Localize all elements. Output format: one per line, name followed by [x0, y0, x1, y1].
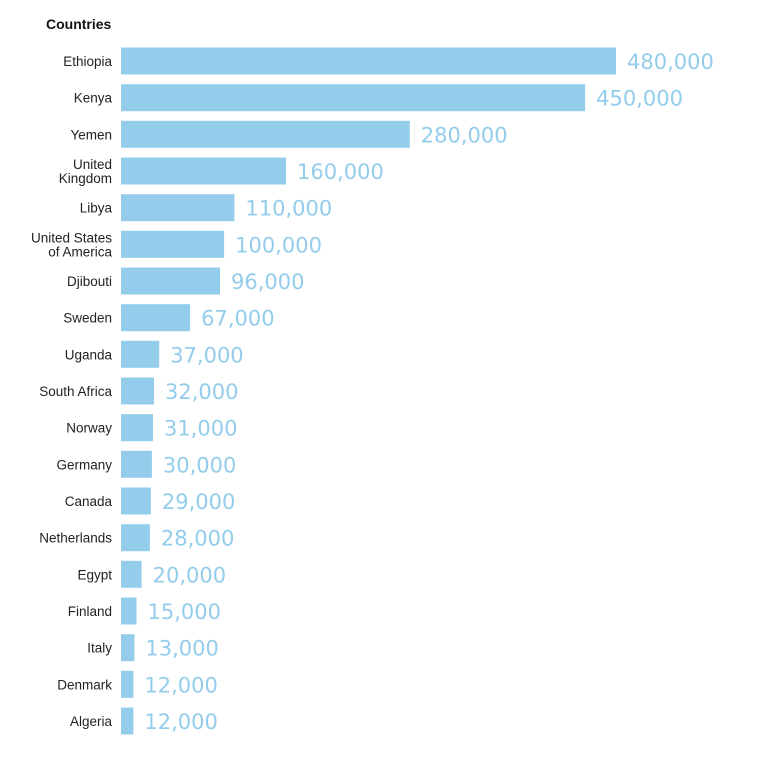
category-label: Finland: [68, 604, 112, 619]
value-label: 480,000: [627, 50, 714, 74]
value-label: 15,000: [148, 600, 221, 624]
value-label: 12,000: [144, 710, 217, 734]
category-label: Italy: [87, 641, 112, 656]
category-label: Norway: [66, 421, 112, 436]
category-label: United States of America: [31, 230, 113, 259]
value-label: 13,000: [145, 637, 218, 661]
bar-group: [121, 47, 616, 735]
bar: [121, 84, 586, 112]
value-label: 37,000: [170, 343, 243, 367]
value-label: 110,000: [245, 197, 332, 221]
bar: [121, 414, 153, 442]
bar: [121, 524, 150, 552]
value-label: 160,000: [297, 160, 384, 184]
chart-title: Countries: [46, 16, 112, 32]
value-label: 30,000: [163, 453, 236, 477]
category-label: Egypt: [77, 567, 112, 582]
value-label: 31,000: [164, 417, 237, 441]
value-label: 32,000: [165, 380, 238, 404]
value-label: 100,000: [235, 233, 322, 257]
bar: [121, 267, 220, 295]
value-labels: 480,000 450,000 280,000 160,000 110,000 100,0…: [144, 50, 713, 734]
bar: [121, 340, 160, 368]
bar: [121, 597, 137, 625]
category-label: United Kingdom: [59, 157, 112, 186]
bar: [121, 377, 154, 405]
value-label: 28,000: [161, 527, 234, 551]
bar: [121, 487, 151, 515]
bar: [121, 634, 135, 662]
bar: [121, 230, 225, 258]
bar: [121, 194, 235, 222]
category-label: Libya: [80, 201, 113, 216]
category-label: Sweden: [63, 311, 112, 326]
value-label: 12,000: [144, 673, 217, 697]
bar: [121, 707, 134, 735]
category-label: Canada: [65, 494, 113, 509]
category-label: Kenya: [74, 91, 113, 106]
category-label: Djibouti: [67, 274, 112, 289]
category-labels: Ethiopia Kenya Yemen United Kingdom Libya Unit…: [31, 54, 113, 729]
category-label: Netherlands: [39, 531, 112, 546]
category-label: Algeria: [70, 714, 113, 729]
value-label: 450,000: [596, 87, 683, 111]
value-label: 20,000: [153, 563, 226, 587]
bar: [121, 560, 142, 588]
bar: [121, 157, 286, 185]
category-label: Denmark: [57, 677, 112, 692]
bar: [121, 450, 152, 478]
category-label: South Africa: [39, 384, 112, 399]
bar: [121, 670, 134, 698]
bar: [121, 47, 616, 75]
value-label: 67,000: [201, 307, 274, 331]
value-label: 280,000: [421, 123, 508, 147]
bar: [121, 120, 410, 148]
value-label: 96,000: [231, 270, 304, 294]
category-label: Yemen: [70, 127, 112, 142]
bar: [121, 304, 191, 332]
category-label: Ethiopia: [63, 54, 112, 69]
value-label: 29,000: [162, 490, 235, 514]
category-label: Uganda: [65, 347, 113, 362]
category-label: Germany: [56, 457, 112, 472]
